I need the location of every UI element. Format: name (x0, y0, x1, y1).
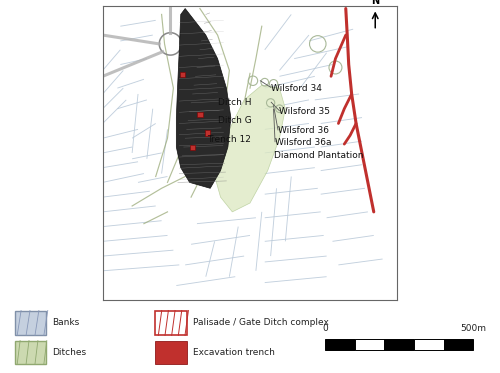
Text: Ditch G: Ditch G (218, 116, 252, 125)
Text: Wilsford 36: Wilsford 36 (278, 126, 329, 135)
Bar (180, 72, 185, 78)
Bar (198, 112, 202, 117)
Bar (15, 341, 46, 364)
Text: Trench 12: Trench 12 (208, 135, 251, 144)
Polygon shape (176, 9, 231, 188)
Bar (156, 310, 187, 335)
Text: Wilsford 36a: Wilsford 36a (275, 138, 332, 147)
Bar (204, 130, 210, 135)
Bar (414, 339, 444, 350)
Text: Banks: Banks (52, 319, 80, 327)
Text: Diamond Plantation: Diamond Plantation (274, 151, 363, 160)
Text: Ditch H: Ditch H (218, 98, 251, 107)
Bar (156, 341, 187, 364)
Text: Wilsford 34: Wilsford 34 (270, 84, 322, 93)
Text: Ditches: Ditches (52, 348, 86, 357)
Bar (15, 310, 46, 335)
Text: Wilsford 35: Wilsford 35 (280, 107, 330, 116)
Polygon shape (213, 85, 286, 212)
Text: 0: 0 (322, 325, 328, 333)
Bar (325, 339, 355, 350)
Bar (190, 145, 195, 150)
Text: N: N (371, 0, 380, 6)
Text: 500m: 500m (460, 325, 486, 333)
Text: Excavation trench: Excavation trench (193, 348, 274, 357)
Bar (444, 339, 473, 350)
Text: Palisade / Gate Ditch complex: Palisade / Gate Ditch complex (193, 319, 328, 327)
Bar (384, 339, 414, 350)
Bar (355, 339, 384, 350)
